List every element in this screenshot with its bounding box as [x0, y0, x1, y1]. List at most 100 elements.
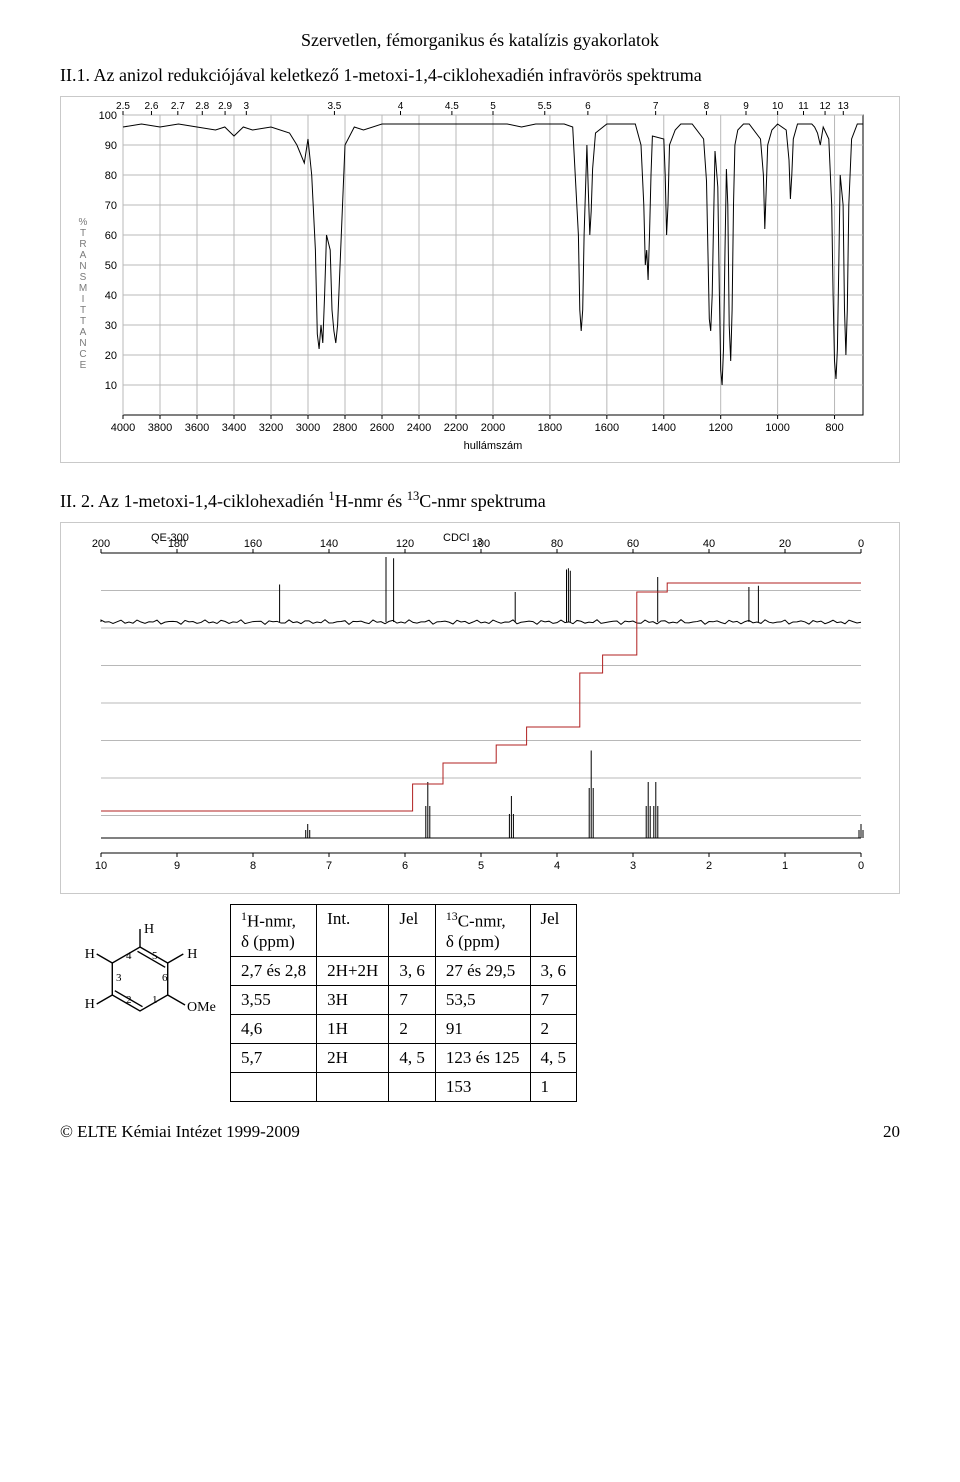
svg-text:10: 10 — [105, 380, 117, 392]
svg-text:2.5: 2.5 — [116, 101, 130, 112]
svg-text:3000: 3000 — [296, 422, 320, 434]
svg-text:140: 140 — [320, 538, 338, 550]
svg-text:I: I — [82, 294, 85, 305]
ir-spectrum-chart: 1020304050607080901004000380036003400320… — [60, 96, 900, 463]
svg-text:3400: 3400 — [222, 422, 246, 434]
svg-text:3200: 3200 — [259, 422, 283, 434]
svg-text:2.8: 2.8 — [195, 101, 209, 112]
svg-text:3: 3 — [630, 860, 636, 872]
svg-text:A: A — [80, 250, 87, 261]
table-row: 5,72H4, 5123 és 1254, 5 — [231, 1043, 577, 1072]
svg-text:0: 0 — [858, 538, 864, 550]
page-header: Szervetlen, fémorganikus és katalízis gy… — [60, 30, 900, 51]
svg-text:T: T — [80, 305, 86, 316]
svg-text:100: 100 — [99, 110, 117, 122]
svg-text:2.9: 2.9 — [218, 101, 232, 112]
svg-text:3.5: 3.5 — [327, 101, 341, 112]
caption-nmr: II. 2. Az 1-metoxi-1,4-ciklohexadién 1H-… — [60, 489, 900, 512]
svg-text:50: 50 — [105, 260, 117, 272]
table-header: Jel — [530, 905, 577, 957]
svg-text:20: 20 — [779, 538, 791, 550]
svg-text:60: 60 — [105, 230, 117, 242]
caption-nmr-a: II. 2. Az 1-metoxi-1,4-ciklohexadién — [60, 491, 328, 511]
svg-text:R: R — [79, 239, 86, 250]
table-row: 2,7 és 2,82H+2H3, 627 és 29,53, 6 — [231, 956, 577, 985]
svg-text:100: 100 — [472, 538, 490, 550]
svg-text:3800: 3800 — [148, 422, 172, 434]
svg-text:H: H — [85, 997, 95, 1012]
svg-text:1: 1 — [782, 860, 788, 872]
svg-text:2600: 2600 — [370, 422, 394, 434]
svg-text:N: N — [79, 338, 86, 349]
svg-text:2: 2 — [126, 994, 132, 1006]
svg-text:30: 30 — [105, 320, 117, 332]
svg-text:40: 40 — [105, 290, 117, 302]
svg-text:1800: 1800 — [538, 422, 562, 434]
table-header: 1H-nmr,δ (ppm) — [231, 905, 317, 957]
svg-text:1: 1 — [152, 994, 158, 1006]
footer-left: © ELTE Kémiai Intézet 1999-2009 — [60, 1122, 300, 1142]
svg-text:12: 12 — [819, 101, 831, 112]
svg-text:9: 9 — [174, 860, 180, 872]
svg-text:2200: 2200 — [444, 422, 468, 434]
table-row: 4,61H2912 — [231, 1014, 577, 1043]
table-header: 13C-nmr,δ (ppm) — [435, 905, 530, 957]
svg-text:1000: 1000 — [765, 422, 789, 434]
table-row: 3,553H753,57 — [231, 985, 577, 1014]
svg-text:hullámszám: hullámszám — [464, 440, 523, 452]
svg-text:S: S — [80, 272, 87, 283]
svg-text:M: M — [79, 283, 87, 294]
svg-text:90: 90 — [105, 140, 117, 152]
svg-text:800: 800 — [825, 422, 843, 434]
caption-nmr-mid: H-nmr és — [335, 491, 407, 511]
svg-text:40: 40 — [703, 538, 715, 550]
svg-text:E: E — [80, 360, 87, 371]
svg-text:120: 120 — [396, 538, 414, 550]
svg-text:C: C — [79, 349, 86, 360]
svg-text:4: 4 — [126, 950, 132, 962]
svg-text:1200: 1200 — [708, 422, 732, 434]
svg-text:T: T — [80, 228, 86, 239]
svg-text:5: 5 — [490, 101, 496, 112]
svg-text:200: 200 — [92, 538, 110, 550]
caption-nmr-suf: C-nmr spektruma — [419, 491, 545, 511]
nmr-spectrum-chart: QE-300CDCl320018016014012010080604020010… — [60, 522, 900, 894]
svg-text:11: 11 — [798, 101, 809, 112]
table-header: Int. — [317, 905, 389, 957]
svg-text:9: 9 — [743, 101, 749, 112]
svg-text:180: 180 — [168, 538, 186, 550]
svg-text:3: 3 — [116, 972, 122, 984]
svg-text:8: 8 — [250, 860, 256, 872]
svg-text:13: 13 — [838, 101, 850, 112]
svg-text:4: 4 — [554, 860, 560, 872]
svg-text:2800: 2800 — [333, 422, 357, 434]
svg-text:2400: 2400 — [407, 422, 431, 434]
svg-text:OMe: OMe — [187, 1000, 216, 1015]
svg-text:20: 20 — [105, 350, 117, 362]
molecule-diagram: HHHHOMe453621 — [60, 904, 220, 1069]
svg-text:6: 6 — [162, 972, 168, 984]
caption-ir: II.1. Az anizol redukciójával keletkező … — [60, 65, 900, 86]
svg-text:2: 2 — [706, 860, 712, 872]
svg-text:1400: 1400 — [652, 422, 676, 434]
svg-text:H: H — [85, 947, 95, 962]
svg-text:1600: 1600 — [595, 422, 619, 434]
svg-text:60: 60 — [627, 538, 639, 550]
svg-text:70: 70 — [105, 200, 117, 212]
svg-text:2.6: 2.6 — [145, 101, 159, 112]
svg-text:6: 6 — [585, 101, 591, 112]
nmr-data-table: 1H-nmr,δ (ppm)Int.Jel13C-nmr,δ (ppm)Jel … — [230, 904, 577, 1102]
svg-text:10: 10 — [95, 860, 107, 872]
svg-text:160: 160 — [244, 538, 262, 550]
svg-text:80: 80 — [105, 170, 117, 182]
svg-text:N: N — [79, 261, 86, 272]
svg-text:4000: 4000 — [111, 422, 135, 434]
svg-text:H: H — [187, 947, 197, 962]
svg-text:3: 3 — [244, 101, 250, 112]
svg-text:10: 10 — [772, 101, 784, 112]
svg-text:5.5: 5.5 — [538, 101, 552, 112]
footer-right: 20 — [883, 1122, 900, 1142]
table-row: 1531 — [231, 1072, 577, 1101]
svg-text:4.5: 4.5 — [445, 101, 459, 112]
svg-text:7: 7 — [653, 101, 659, 112]
